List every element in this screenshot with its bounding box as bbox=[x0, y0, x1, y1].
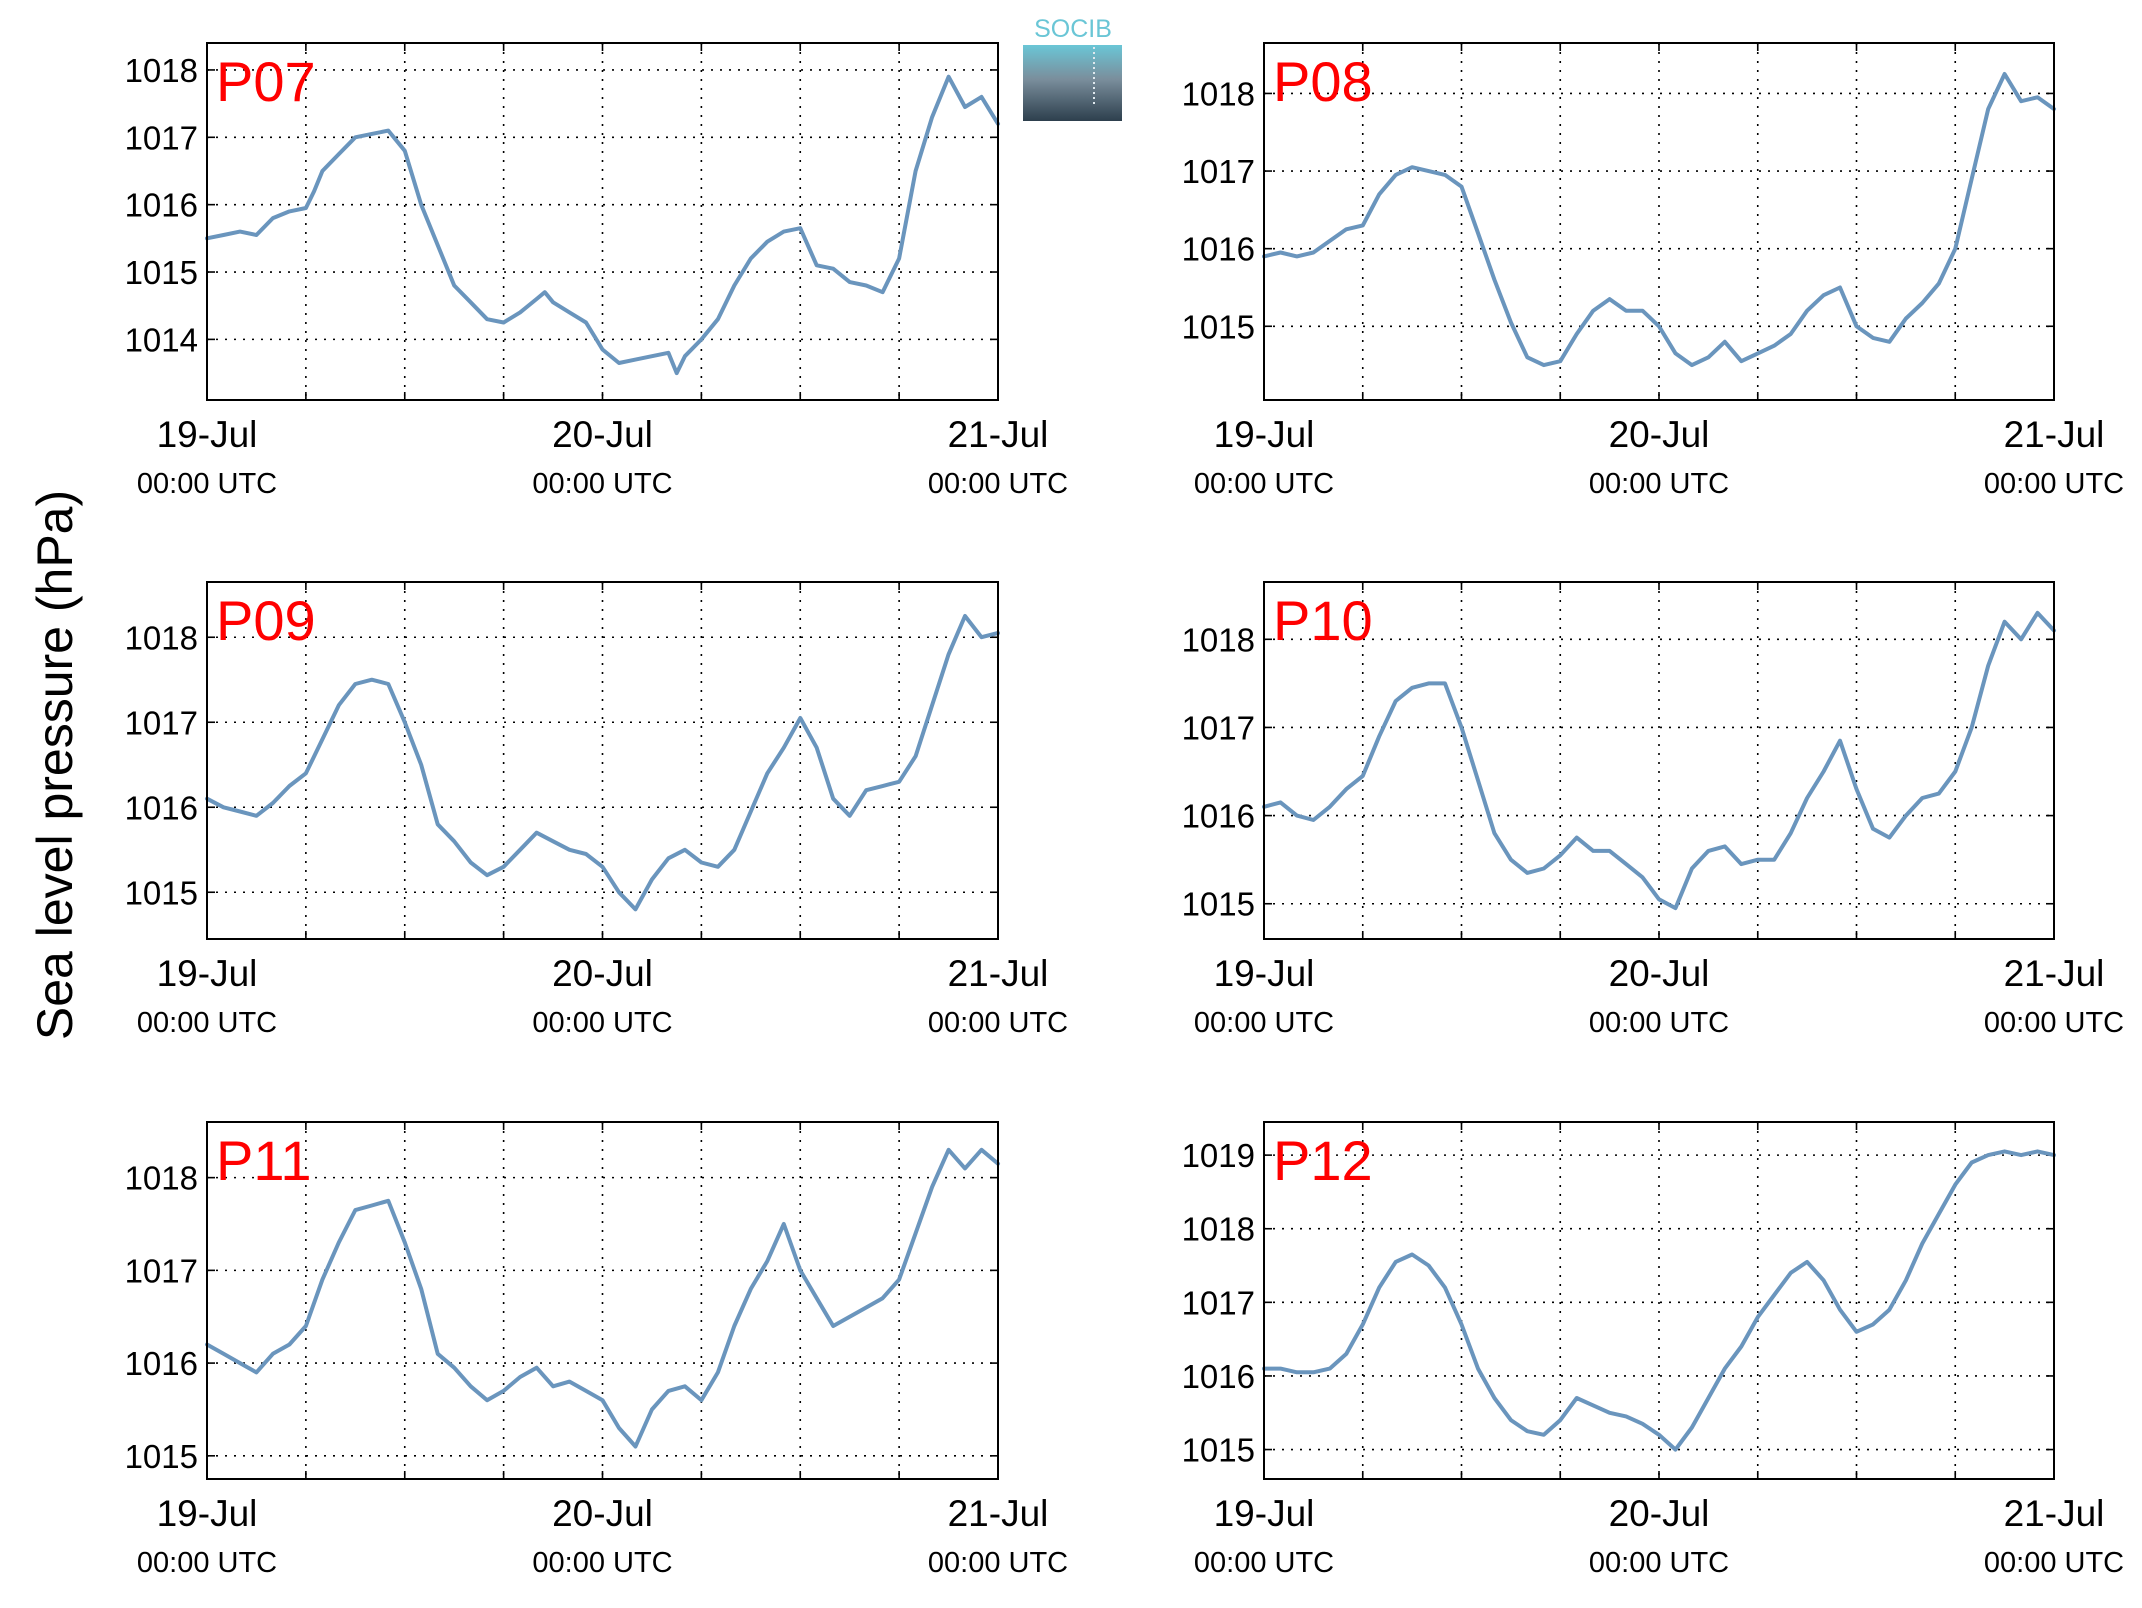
axes-frame bbox=[206, 1121, 999, 1480]
y-tick-label: 1016 bbox=[1182, 798, 1255, 835]
x-tick-date-label: 20-Jul bbox=[552, 1493, 653, 1534]
series-line bbox=[205, 614, 1000, 912]
y-axis-label: Sea level pressure (hPa) bbox=[27, 490, 83, 1040]
y-tick-label: 1018 bbox=[1182, 1211, 1255, 1248]
y-tick-label: 1016 bbox=[125, 187, 198, 224]
series-line bbox=[205, 74, 1000, 376]
axes-frame bbox=[1263, 581, 2055, 940]
y-tick-label: 1015 bbox=[1182, 1432, 1255, 1469]
axes-frame bbox=[206, 42, 999, 401]
x-tick-date-label: 19-Jul bbox=[157, 414, 258, 455]
socib-logo: SOCIB bbox=[1023, 15, 1122, 121]
y-tick-label: 1014 bbox=[125, 321, 198, 358]
y-tick-label: 1018 bbox=[125, 619, 198, 656]
y-tick-label: 1015 bbox=[125, 874, 198, 911]
y-tick-label: 1015 bbox=[125, 254, 198, 291]
axes-frame bbox=[1263, 42, 2055, 401]
y-tick-label: 1017 bbox=[1182, 1284, 1255, 1321]
panel-label: P10 bbox=[1273, 589, 1373, 652]
x-tick-time-label: 00:00 UTC bbox=[137, 468, 277, 500]
y-tick-label: 1018 bbox=[1182, 75, 1255, 112]
y-tick-label: 1018 bbox=[125, 52, 198, 89]
series-line bbox=[1262, 610, 2056, 911]
x-tick-time-label: 00:00 UTC bbox=[137, 1547, 277, 1579]
x-tick-date-label: 21-Jul bbox=[948, 953, 1049, 994]
series-line bbox=[205, 1147, 1000, 1449]
x-tick-date-label: 20-Jul bbox=[552, 953, 653, 994]
y-tick-label: 1018 bbox=[1182, 621, 1255, 658]
y-tick-label: 1015 bbox=[125, 1438, 198, 1475]
y-tick-label: 1017 bbox=[1182, 153, 1255, 190]
x-tick-date-label: 19-Jul bbox=[1214, 414, 1315, 455]
x-tick-time-label: 00:00 UTC bbox=[1984, 1007, 2124, 1039]
x-tick-date-label: 21-Jul bbox=[948, 1493, 1049, 1534]
x-tick-date-label: 21-Jul bbox=[2004, 414, 2105, 455]
chart-panel-p08: 1015 1016 1017 1018 P08 19-Jul 00:00 UTC 20-Jul… bbox=[1182, 42, 2124, 500]
chart-panel-p12: 1015 1016 1017 1018 1019 P12 19-Jul 00:00 UTC 20… bbox=[1182, 1121, 2124, 1579]
x-tick-time-label: 00:00 UTC bbox=[928, 1007, 1068, 1039]
x-tick-date-label: 21-Jul bbox=[2004, 1493, 2105, 1534]
x-tick-time-label: 00:00 UTC bbox=[928, 1547, 1068, 1579]
x-tick-date-label: 20-Jul bbox=[1609, 1493, 1710, 1534]
y-tick-label: 1016 bbox=[125, 789, 198, 826]
panels-container: 1014 1015 1016 1017 1018 P07 19-Jul 00:00 UTC 20… bbox=[125, 42, 2124, 1579]
chart-panel-p11: 1015 1016 1017 1018 P11 19-Jul 00:00 UTC 20-Jul… bbox=[125, 1121, 1068, 1579]
panel-label: P12 bbox=[1273, 1129, 1373, 1192]
y-tick-label: 1017 bbox=[125, 119, 198, 156]
panel-label: P09 bbox=[216, 589, 316, 652]
y-tick-label: 1017 bbox=[125, 1252, 198, 1289]
x-tick-time-label: 00:00 UTC bbox=[1589, 1547, 1729, 1579]
x-tick-date-label: 19-Jul bbox=[1214, 1493, 1315, 1534]
panel-label: P07 bbox=[216, 50, 316, 113]
x-tick-date-label: 19-Jul bbox=[1214, 953, 1315, 994]
x-tick-date-label: 20-Jul bbox=[1609, 953, 1710, 994]
panel-label: P11 bbox=[216, 1129, 311, 1192]
x-tick-date-label: 20-Jul bbox=[552, 414, 653, 455]
y-tick-label: 1018 bbox=[125, 1160, 198, 1197]
x-tick-date-label: 19-Jul bbox=[157, 953, 258, 994]
x-tick-time-label: 00:00 UTC bbox=[137, 1007, 277, 1039]
x-tick-date-label: 19-Jul bbox=[157, 1493, 258, 1534]
logo-block bbox=[1023, 45, 1122, 121]
y-tick-label: 1016 bbox=[125, 1345, 198, 1382]
y-tick-label: 1019 bbox=[1182, 1137, 1255, 1174]
y-tick-label: 1017 bbox=[125, 704, 198, 741]
x-tick-time-label: 00:00 UTC bbox=[1194, 1547, 1334, 1579]
axes-frame bbox=[206, 581, 999, 940]
y-tick-label: 1015 bbox=[1182, 308, 1255, 345]
x-tick-date-label: 21-Jul bbox=[2004, 953, 2105, 994]
x-tick-time-label: 00:00 UTC bbox=[1984, 468, 2124, 500]
socib-logo-text: SOCIB bbox=[1034, 15, 1112, 43]
series-line bbox=[1262, 72, 2056, 368]
chart-panel-p09: 1015 1016 1017 1018 P09 19-Jul 00:00 UTC 20-Jul… bbox=[125, 581, 1068, 1039]
x-tick-time-label: 00:00 UTC bbox=[532, 468, 672, 500]
series-line bbox=[1262, 1149, 2056, 1452]
y-tick-label: 1015 bbox=[1182, 886, 1255, 923]
x-tick-time-label: 00:00 UTC bbox=[928, 468, 1068, 500]
x-tick-time-label: 00:00 UTC bbox=[532, 1007, 672, 1039]
x-tick-date-label: 20-Jul bbox=[1609, 414, 1710, 455]
x-tick-time-label: 00:00 UTC bbox=[1194, 468, 1334, 500]
axes-frame bbox=[1263, 1121, 2055, 1480]
chart-panel-p10: 1015 1016 1017 1018 P10 19-Jul 00:00 UTC 20-Jul… bbox=[1182, 581, 2124, 1039]
chart-panel-p07: 1014 1015 1016 1017 1018 P07 19-Jul 00:00 UTC 20… bbox=[125, 42, 1068, 500]
y-tick-label: 1016 bbox=[1182, 1358, 1255, 1395]
x-tick-time-label: 00:00 UTC bbox=[1984, 1547, 2124, 1579]
x-tick-time-label: 00:00 UTC bbox=[1589, 468, 1729, 500]
y-tick-label: 1017 bbox=[1182, 709, 1255, 746]
x-tick-time-label: 00:00 UTC bbox=[532, 1547, 672, 1579]
x-tick-date-label: 21-Jul bbox=[948, 414, 1049, 455]
x-tick-time-label: 00:00 UTC bbox=[1194, 1007, 1334, 1039]
y-tick-label: 1016 bbox=[1182, 231, 1255, 268]
panel-label: P08 bbox=[1273, 50, 1373, 113]
x-tick-time-label: 00:00 UTC bbox=[1589, 1007, 1729, 1039]
